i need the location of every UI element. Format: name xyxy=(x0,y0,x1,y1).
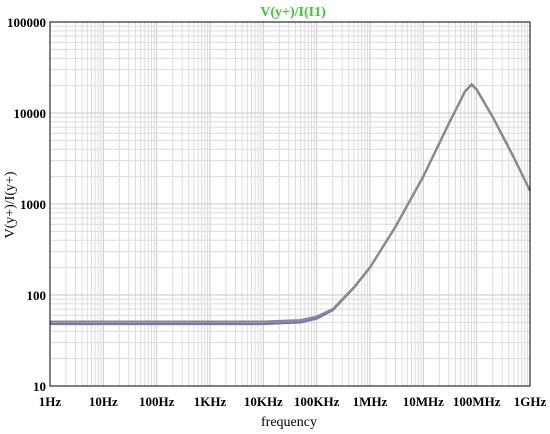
plot-frame xyxy=(49,21,531,387)
y-tick-label: 100000 xyxy=(7,15,46,30)
series-line-2 xyxy=(50,82,531,323)
x-tick-label: 1Hz xyxy=(39,394,62,409)
y-tick-label: 1000 xyxy=(20,197,46,212)
x-tick-label: 10KHz xyxy=(244,394,283,409)
x-tick-labels: 1Hz 10Hz 100Hz 1KHz 10KHz 100KHz 1MHz 10MHz 100M… xyxy=(39,394,547,409)
y-tick-label: 100 xyxy=(27,288,47,303)
chart-title: V(y+)/I(I1) xyxy=(260,5,326,20)
x-tick-label: 1KHz xyxy=(194,394,227,409)
y-tick-label: 10000 xyxy=(14,106,47,121)
x-tick-label: 100Hz xyxy=(139,394,175,409)
x-tick-label: 1MHz xyxy=(353,394,388,409)
x-tick-label: 100MHz xyxy=(453,394,501,409)
y-tick-labels: 10 100 1000 10000 100000 xyxy=(7,15,46,394)
x-tick-label: 10Hz xyxy=(89,394,118,409)
series-group xyxy=(50,82,531,326)
grid xyxy=(50,22,530,386)
x-tick-label: 1GHz xyxy=(514,394,547,409)
x-tick-label: 10MHz xyxy=(403,394,444,409)
x-tick-label: 100KHz xyxy=(294,394,340,409)
y-tick-label: 10 xyxy=(33,379,46,394)
x-axis-label: frequency xyxy=(261,415,317,430)
y-axis-label: V(y+)/I(y+) xyxy=(3,171,18,238)
